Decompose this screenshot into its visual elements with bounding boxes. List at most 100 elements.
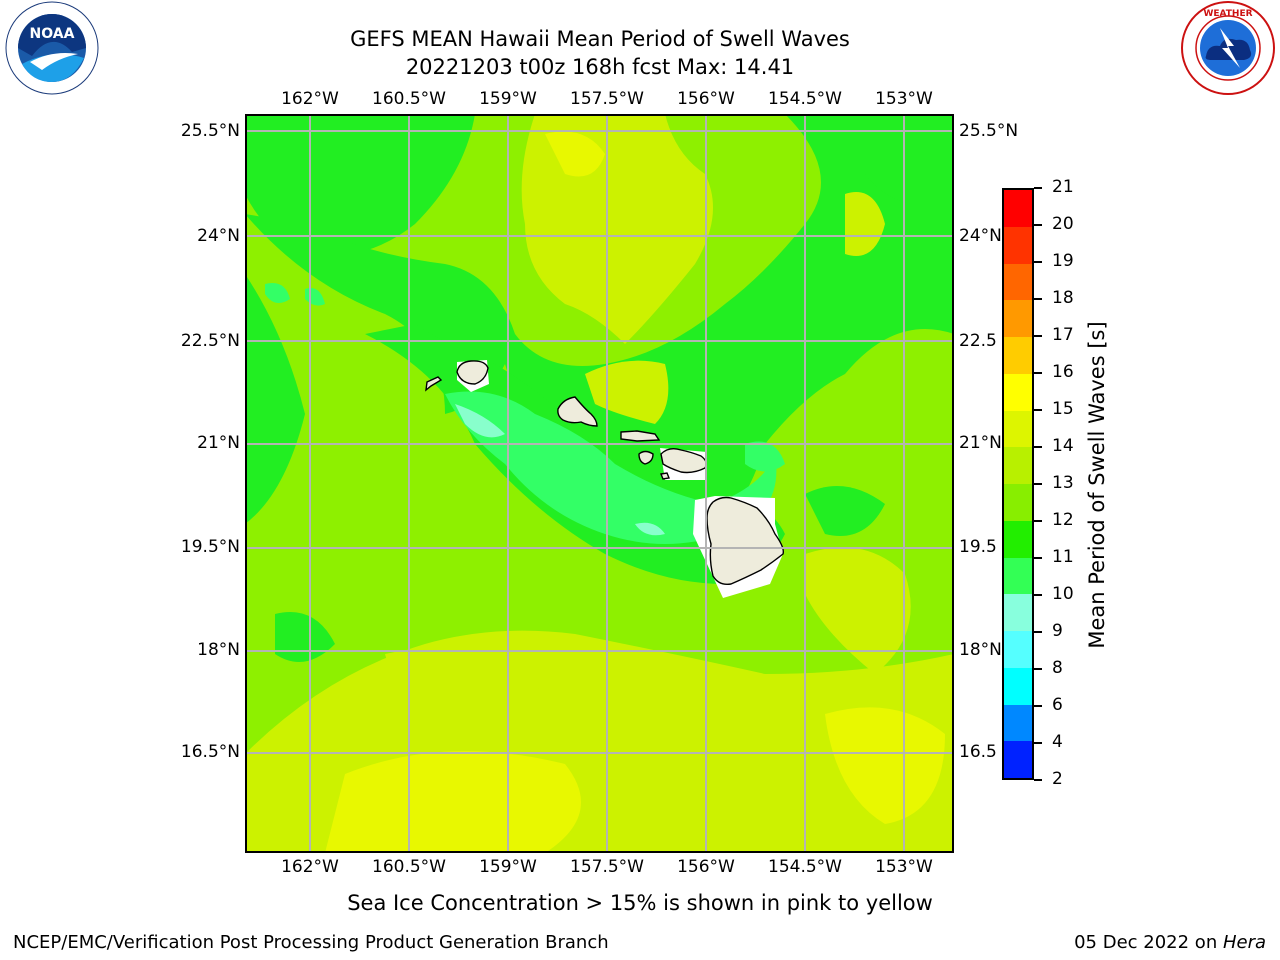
noaa-logo-text: NOAA (30, 26, 75, 42)
sea-ice-caption: Sea Ice Concentration > 15% is shown in … (347, 891, 933, 915)
lon-label-top: 159°W (479, 89, 537, 109)
lat-label-right: 22.5 (959, 331, 997, 351)
lon-label-top: 157.5°W (570, 89, 644, 109)
colorbar-tick-label: 13 (1052, 473, 1074, 493)
colorbar-tick-mark (1034, 705, 1042, 707)
nws-logo: WEATHER (1178, 0, 1278, 100)
colorbar-tick-label: 4 (1052, 732, 1063, 752)
lon-label-bottom: 162°W (281, 857, 339, 877)
lat-label-left: 22.5°N (180, 331, 240, 351)
field-region-10-11 (265, 283, 290, 303)
lat-label-left: 16.5°N (180, 742, 240, 762)
lat-label-left: 21°N (197, 433, 240, 453)
field-region-11-12 (275, 612, 335, 662)
field-region-13-14 (585, 360, 669, 424)
field-region-14-15 (545, 131, 605, 177)
island-big-island (706, 496, 785, 586)
map-title: GEFS MEAN Hawaii Mean Period of Swell Wa… (350, 27, 850, 51)
colorbar-swatch (1004, 704, 1032, 742)
colorbar-tick-mark (1034, 779, 1042, 781)
colorbar-tick-mark (1034, 483, 1042, 485)
colorbar-tick-mark (1034, 335, 1042, 337)
colorbar-tick-mark (1034, 631, 1042, 633)
colorbar-tick-label: 2 (1052, 769, 1063, 789)
lon-label-top: 162°W (281, 89, 339, 109)
field-region-10-11 (445, 391, 777, 544)
island-kahoolawe (660, 472, 670, 480)
lat-label-right: 25.5°N (959, 121, 1019, 141)
field-region-13-14 (385, 649, 545, 708)
field-region-13-14 (805, 547, 911, 674)
lon-label-bottom: 154.5°W (768, 857, 842, 877)
lat-label-left: 24°N (197, 226, 240, 246)
colorbar-tick-mark (1034, 372, 1042, 374)
colorbar-tick-label: 16 (1052, 362, 1074, 382)
field-region-11-12 (245, 114, 475, 256)
lon-label-bottom: 159°W (479, 857, 537, 877)
colorbar-tick-label: 11 (1052, 547, 1074, 567)
colorbar-tick-label: 15 (1052, 399, 1074, 419)
field-region-11-12 (845, 114, 954, 206)
colorbar-tick-label: 20 (1052, 214, 1074, 234)
lon-label-top: 156°W (677, 89, 735, 109)
colorbar-swatch (1004, 741, 1032, 778)
field-region-11-12 (805, 486, 885, 536)
colorbar-tick-mark (1034, 446, 1042, 448)
lat-label-left: 25.5°N (180, 121, 240, 141)
island-kauai (456, 360, 489, 385)
lat-label-right: 24°N (959, 226, 1002, 246)
colorbar-swatch (1004, 594, 1032, 631)
colorbar-tick-label: 17 (1052, 325, 1074, 345)
field-region-10-11 (745, 441, 785, 472)
colorbar-tick-mark (1034, 261, 1042, 263)
colorbar-swatch (1004, 557, 1032, 595)
footer-date: 05 Dec 2022 on (1074, 932, 1223, 953)
colorbar-swatch (1004, 373, 1032, 411)
colorbar-swatches (1004, 190, 1032, 778)
colorbar-tick-label: 8 (1052, 658, 1063, 678)
colorbar (1002, 188, 1034, 780)
colorbar-tick-mark (1034, 187, 1042, 189)
colorbar-swatch (1004, 447, 1032, 484)
map-graticule (245, 114, 954, 853)
lat-label-right: 16.5 (959, 742, 997, 762)
footer-right: 05 Dec 2022 on Hera (1074, 932, 1266, 953)
lon-label-bottom: 157.5°W (570, 857, 644, 877)
colorbar-swatch (1004, 631, 1032, 668)
colorbar-tick-label: 14 (1052, 436, 1074, 456)
lon-label-bottom: 160.5°W (372, 857, 446, 877)
colorbar-tick-mark (1034, 742, 1042, 744)
field-region-11-12 (245, 114, 954, 534)
colorbar-swatch (1004, 667, 1032, 705)
colorbar-swatch (1004, 520, 1032, 558)
lat-label-left: 19.5°N (180, 537, 240, 557)
colorbar-tick-mark (1034, 594, 1042, 596)
colorbar-ticks: 21 20 19 18 17 16 15 14 13 12 11 10 9 8 6 4 2 (1034, 177, 1094, 789)
colorbar-swatch (1004, 226, 1032, 264)
lon-label-top: 154.5°W (768, 89, 842, 109)
lon-label-top: 160.5°W (372, 89, 446, 109)
lat-label-right: 21°N (959, 433, 1002, 453)
colorbar-tick-mark (1034, 668, 1042, 670)
colorbar-tick-label: 21 (1052, 177, 1074, 197)
map-subtitle: 20221203 t00z 168h fcst Max: 14.41 (405, 55, 795, 79)
noaa-logo: NOAA (2, 0, 102, 100)
field-region-13-14 (845, 192, 885, 256)
field-region-14-15 (825, 707, 945, 824)
colorbar-tick-label: 12 (1052, 510, 1074, 530)
field-region-9-10 (455, 404, 505, 438)
colorbar-label: Mean Period of Swell Waves [s] (1085, 321, 1109, 649)
island-lanai (638, 450, 654, 465)
colorbar-swatch (1004, 410, 1032, 448)
colorbar-tick-mark (1034, 557, 1042, 559)
footer-host: Hera (1222, 932, 1266, 953)
colorbar-tick-label: 19 (1052, 251, 1074, 271)
footer-left: NCEP/EMC/Verification Post Processing Pr… (13, 932, 609, 953)
island-molokai (620, 430, 661, 442)
map-panel (245, 114, 954, 853)
island-oahu (557, 396, 598, 427)
colorbar-swatch (1004, 263, 1032, 301)
svg-text:WEATHER: WEATHER (1203, 9, 1252, 19)
field-region-14-15 (325, 751, 581, 853)
island-niihau (425, 376, 443, 392)
